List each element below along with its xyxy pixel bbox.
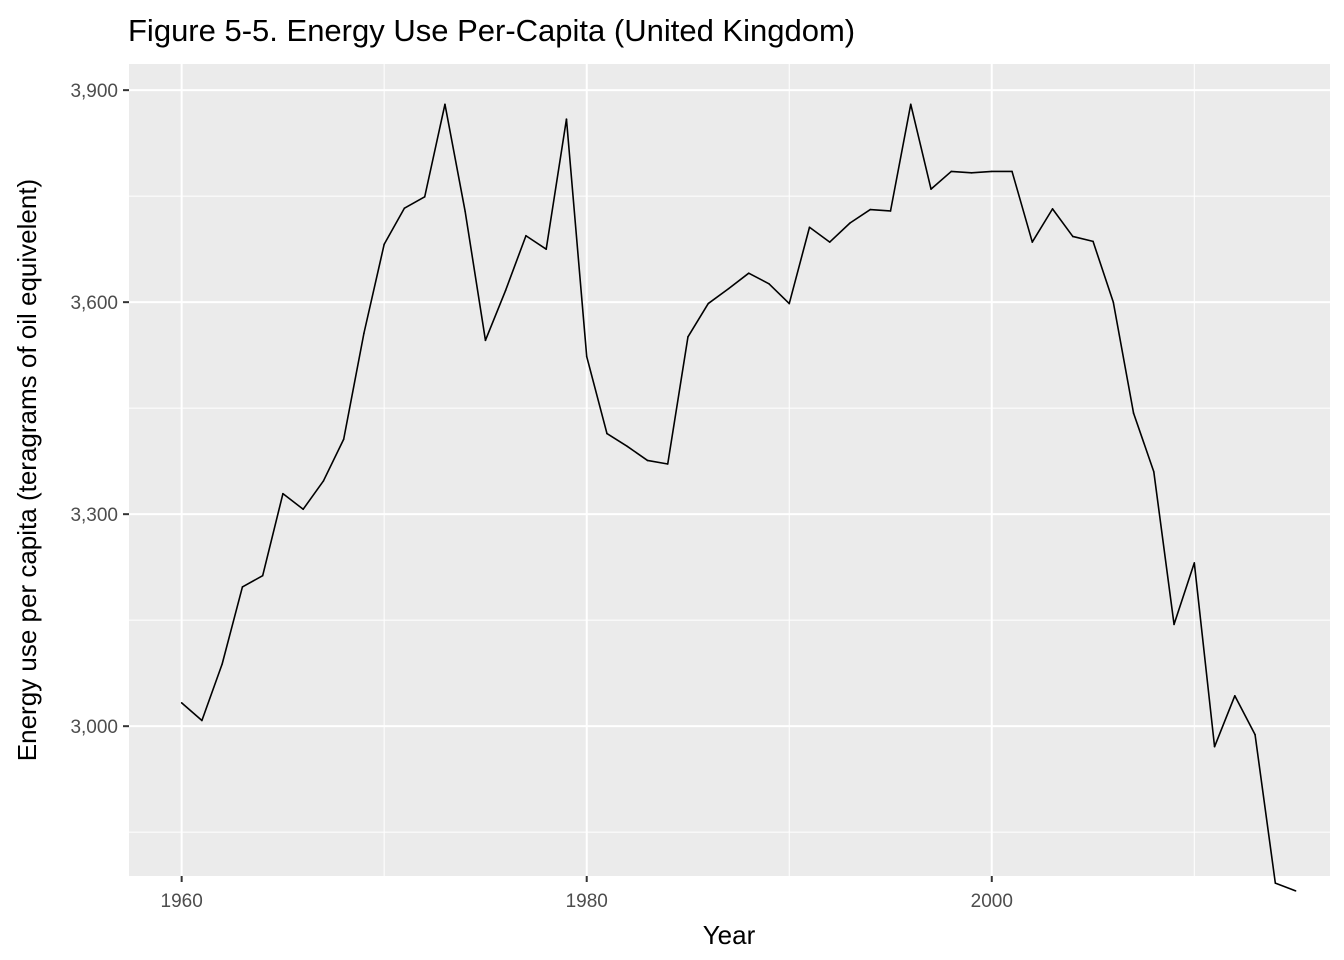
- data-point: [180, 702, 183, 704]
- data-point: [1193, 562, 1196, 564]
- data-point: [727, 287, 730, 290]
- data-point: [464, 210, 467, 213]
- data-point: [1011, 170, 1013, 173]
- data-point: [869, 208, 872, 211]
- data-point: [383, 243, 385, 246]
- data-point: [1112, 301, 1115, 303]
- data-point: [889, 210, 892, 212]
- data-point: [808, 226, 811, 229]
- data-point: [1254, 733, 1256, 736]
- y-tick-label: 3,300: [70, 505, 118, 526]
- y-tick-label: 3,000: [70, 717, 118, 738]
- data-point: [1213, 745, 1216, 748]
- data-point: [707, 302, 710, 305]
- x-tick-label: 1980: [566, 891, 608, 912]
- y-tick-label: 3,600: [70, 293, 118, 314]
- data-point: [626, 445, 629, 448]
- data-point: [687, 335, 689, 338]
- data-point: [282, 492, 284, 495]
- y-axis-title: Energy use per capita (teragrams of oil …: [12, 179, 42, 761]
- data-point: [525, 234, 527, 237]
- data-point: [1234, 694, 1236, 697]
- series-line-0: [181, 103, 1296, 892]
- data-point: [788, 302, 791, 305]
- data-point: [241, 586, 244, 588]
- data-point: [545, 248, 548, 250]
- data-point: [585, 355, 588, 358]
- data-point: [768, 282, 770, 285]
- data-point: [747, 272, 750, 274]
- data-point: [201, 719, 203, 722]
- data-point: [1071, 235, 1074, 238]
- data-point: [403, 207, 406, 209]
- data-point: [970, 172, 973, 174]
- data-point: [1051, 208, 1054, 210]
- data-point: [423, 196, 426, 198]
- data-point: [606, 432, 608, 435]
- y-tick-label: 3,900: [70, 81, 118, 102]
- data-point: [363, 332, 365, 335]
- grid-major: [129, 64, 1330, 876]
- x-axis-title: Year: [703, 920, 756, 950]
- data-point: [1294, 890, 1297, 892]
- data-point: [646, 459, 649, 462]
- data-point: [990, 170, 993, 173]
- x-tick-label: 1960: [161, 891, 203, 912]
- data-point: [342, 438, 345, 441]
- data-point: [849, 222, 851, 224]
- data-point: [261, 574, 264, 577]
- y-axis: 3,000 3,300 3,600 3,900: [70, 81, 129, 738]
- data-point: [322, 480, 325, 482]
- data-point: [302, 508, 304, 511]
- data-point: [484, 339, 487, 342]
- grid-minor: [129, 64, 1330, 876]
- data-point: [444, 103, 446, 106]
- data-point: [828, 241, 831, 243]
- data-point: [909, 103, 912, 106]
- data-point: [1274, 882, 1277, 884]
- x-tick-label: 2000: [971, 891, 1013, 912]
- data-point: [666, 463, 669, 465]
- data-point: [1132, 412, 1135, 414]
- plot-panel: [129, 64, 1330, 876]
- data-point: [1153, 470, 1155, 473]
- data-point: [930, 188, 932, 190]
- data-point: [950, 170, 953, 173]
- x-axis: 1960 1980 2000: [161, 876, 1013, 912]
- chart-title: Figure 5-5. Energy Use Per-Capita (Unite…: [128, 13, 855, 48]
- data-point: [1092, 240, 1094, 243]
- data-point: [1031, 241, 1034, 243]
- series-layer: [180, 103, 1297, 892]
- data-point: [504, 289, 507, 291]
- data-point: [221, 663, 223, 665]
- data-point: [1173, 623, 1175, 626]
- data-point: [565, 118, 568, 120]
